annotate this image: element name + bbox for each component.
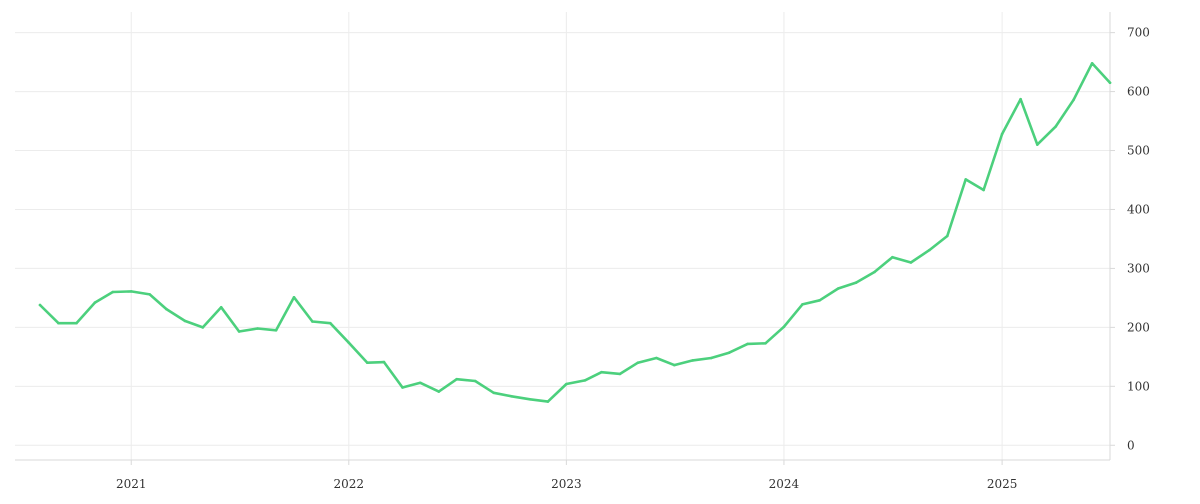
- data-point: [1072, 98, 1075, 102]
- data-point: [165, 307, 168, 311]
- data-point: [565, 382, 568, 386]
- data-point: [528, 398, 532, 401]
- data-point: [873, 270, 876, 274]
- data-point: [1090, 62, 1094, 65]
- series-layer: [38, 62, 1112, 403]
- data-point: [419, 381, 422, 385]
- y-tick-label: 400: [1127, 202, 1150, 216]
- data-point: [1108, 81, 1112, 84]
- data-point: [618, 372, 622, 376]
- grid-layer: [15, 12, 1110, 460]
- data-point: [727, 351, 731, 355]
- y-tick-label: 500: [1127, 144, 1150, 158]
- data-point: [1000, 132, 1004, 136]
- data-point: [75, 321, 78, 325]
- data-point: [347, 341, 351, 345]
- data-point: [964, 178, 967, 181]
- data-point: [691, 359, 694, 362]
- y-tick-label: 300: [1127, 261, 1150, 275]
- data-point: [764, 342, 767, 345]
- data-point: [93, 301, 97, 304]
- data-point: [274, 329, 278, 332]
- series-line: [38, 62, 1112, 403]
- data-point: [982, 188, 985, 192]
- data-point: [673, 363, 676, 367]
- data-point: [909, 261, 913, 264]
- data-point: [129, 290, 133, 293]
- axis-layer: [15, 12, 1115, 465]
- data-point: [492, 391, 496, 395]
- x-tick-label: 2023: [551, 477, 582, 491]
- data-point: [38, 303, 42, 307]
- data-point: [891, 255, 894, 259]
- data-point: [237, 330, 241, 333]
- y-tick-label: 600: [1127, 85, 1150, 99]
- data-point: [111, 290, 115, 294]
- x-tick-label: 2021: [116, 477, 147, 491]
- data-point: [1019, 97, 1022, 101]
- data-point: [382, 360, 386, 364]
- data-point: [600, 370, 603, 374]
- data-point: [256, 327, 259, 330]
- data-point: [201, 326, 205, 329]
- data-point: [437, 390, 441, 393]
- data-point: [473, 379, 477, 383]
- data-point: [455, 377, 459, 381]
- data-point: [329, 321, 332, 325]
- data-point: [782, 325, 786, 329]
- label-layer: 0 100 200 300 400 500 600 700 2021 2022 2023 2024 20…: [116, 26, 1150, 491]
- data-point: [510, 395, 513, 398]
- data-point: [801, 303, 804, 306]
- y-tick-label: 200: [1127, 320, 1150, 334]
- x-tick-label: 2025: [987, 477, 1018, 491]
- data-point: [366, 361, 369, 365]
- data-point: [401, 386, 404, 389]
- data-point: [546, 400, 550, 403]
- data-point: [636, 361, 640, 365]
- data-point: [818, 299, 821, 302]
- y-tick-label: 0: [1127, 438, 1135, 452]
- data-point: [311, 320, 314, 323]
- data-point: [655, 356, 658, 360]
- data-point: [292, 296, 296, 299]
- data-point: [57, 321, 60, 325]
- data-point: [1054, 125, 1058, 128]
- data-point: [946, 234, 949, 238]
- data-point: [148, 293, 151, 296]
- x-tick-label: 2024: [769, 477, 800, 491]
- data-point: [219, 306, 223, 309]
- data-point: [928, 248, 931, 252]
- data-point: [1036, 143, 1039, 146]
- data-point: [583, 379, 587, 382]
- x-tick-label: 2022: [334, 477, 365, 491]
- data-point: [183, 319, 187, 323]
- data-point: [709, 356, 713, 360]
- y-tick-label: 700: [1127, 26, 1150, 40]
- data-point: [854, 281, 858, 284]
- data-point: [746, 342, 749, 346]
- y-tick-label: 100: [1127, 379, 1150, 393]
- data-point: [836, 287, 840, 290]
